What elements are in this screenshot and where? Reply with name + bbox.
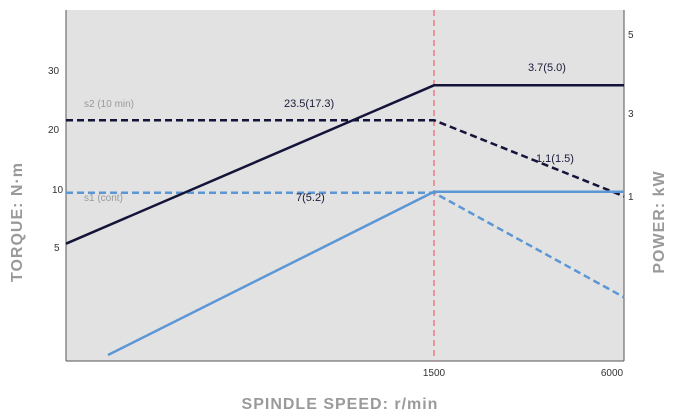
- series-label-s2: s2 (10 min): [84, 99, 134, 110]
- y-right-axis-title: POWER: kW: [651, 170, 668, 273]
- series-label-s1: s1 (cont): [84, 193, 123, 204]
- series-s2-10min: [66, 118, 625, 198]
- plot-area: [66, 10, 624, 361]
- annotation-s1-torque: 7(5.2): [296, 192, 325, 204]
- x-tick: 1500: [423, 368, 446, 379]
- annotation-power-max: 3.7(5.0): [528, 62, 566, 74]
- x-tick: 6000: [601, 368, 624, 379]
- y-left-tick: 5: [54, 243, 60, 254]
- y-left-tick: 20: [48, 125, 60, 136]
- y-right-tick: 3: [628, 109, 634, 120]
- y-left-tick: 30: [48, 66, 60, 77]
- y-right-tick: 1: [628, 192, 634, 203]
- x-axis-title: SPINDLE SPEED: r/min: [242, 396, 439, 413]
- y-right-tick: 5: [628, 30, 634, 41]
- annotation-s2-torque: 23.5(17.3): [284, 98, 334, 110]
- y-left-axis-title: TORQUE: N·m: [9, 162, 26, 282]
- series-power-dark: [65, 84, 624, 245]
- series-power-blue: [107, 190, 624, 357]
- annotation-power-blue: 1.1(1.5): [536, 153, 574, 165]
- y-left-tick: 10: [52, 185, 64, 196]
